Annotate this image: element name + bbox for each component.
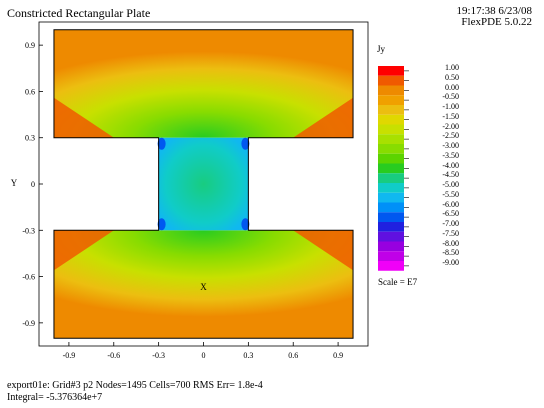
legend-swatch	[378, 261, 404, 271]
singularity-spot	[241, 218, 250, 231]
legend-level-label: -2.50	[442, 131, 459, 141]
legend-swatch	[378, 183, 404, 193]
legend-level-label: -4.50	[442, 170, 459, 180]
legend-level-label: -9.00	[442, 258, 459, 267]
legend-swatch	[378, 105, 404, 115]
legend-swatch	[378, 251, 404, 261]
plot-title: Constricted Rectangular Plate	[7, 6, 151, 20]
singularity-spot	[157, 218, 166, 231]
y-tick-label: 0	[31, 180, 35, 189]
x-tick-label: -0.3	[152, 351, 165, 360]
legend-swatch	[378, 75, 404, 86]
legend-level-label: -7.50	[442, 228, 459, 238]
legend	[378, 66, 409, 271]
legend-level-label: 1.00	[445, 63, 459, 72]
legend-swatch	[378, 192, 404, 203]
x-tick-label: 0.9	[333, 351, 343, 360]
y-tick-label: 0.9	[25, 41, 35, 50]
corner-contour	[293, 97, 354, 138]
legend-level-label: -0.50	[442, 92, 459, 102]
legend-swatch	[378, 173, 404, 183]
legend-level-label: -5.00	[442, 180, 459, 189]
x-tick-label: 0	[202, 351, 206, 360]
legend-level-label: -2.00	[442, 121, 459, 131]
axes: -0.9 -0.6 -0.3 0 0.3 0.6 0.9 0.9 0.6 0.3 0 -0.3 -0.6…	[11, 21, 369, 360]
legend-swatch	[378, 231, 404, 242]
legend-level-label: -6.00	[442, 199, 459, 209]
legend-level-label: -6.50	[442, 209, 459, 219]
x-tick-label: -0.9	[63, 351, 76, 360]
y-tick-label: 0.6	[25, 87, 35, 96]
legend-level-label: -1.50	[442, 111, 459, 121]
legend-swatch	[378, 202, 404, 213]
stats-line: export01e: Grid#3 p2 Nodes=1495 Cells=70…	[7, 380, 263, 391]
legend-level-label: -7.00	[442, 219, 459, 228]
timestamp-block: 19:17:38 6/23/08 FlexPDE 5.0.22	[457, 6, 532, 28]
bottom-region	[53, 230, 354, 339]
legend-title: Jy	[377, 44, 386, 54]
legend-swatch	[378, 163, 404, 174]
legend-swatch	[378, 222, 404, 232]
legend-level-label: -3.00	[442, 141, 459, 150]
legend-swatch	[378, 153, 404, 164]
legend-swatch	[378, 144, 404, 154]
legend-swatch	[378, 241, 404, 252]
legend-swatch	[378, 114, 404, 125]
x-axis-label: X	[200, 282, 207, 292]
legend-swatch	[378, 95, 404, 105]
corner-contour	[293, 230, 354, 271]
legend-level-label: -5.50	[442, 189, 459, 199]
y-tick-label: 0.3	[25, 134, 35, 143]
timestamp: 19:17:38 6/23/08	[456, 5, 532, 17]
legend-level-label: -8.50	[442, 248, 459, 258]
legend-level-label: -3.50	[442, 150, 459, 160]
domain-boundary	[53, 29, 354, 339]
scale-label: Scale = E7	[378, 277, 418, 287]
x-tick-label: -0.6	[107, 351, 120, 360]
legend-swatch	[378, 85, 404, 96]
plot-area	[53, 29, 354, 339]
legend-level-label: -4.00	[442, 160, 459, 170]
legend-swatch	[378, 212, 404, 222]
y-axis-label: Y	[11, 178, 18, 188]
singularity-spot	[157, 137, 166, 150]
integral-line: Integral= -5.376364e+7	[7, 392, 103, 403]
legend-level-label: 0.00	[445, 82, 459, 92]
legend-swatch	[378, 124, 404, 135]
corner-contour	[53, 97, 114, 138]
software-version: FlexPDE 5.0.22	[461, 16, 532, 28]
corner-contour	[53, 230, 114, 271]
legend-level-label: 0.50	[445, 72, 459, 82]
legend-swatch	[378, 66, 404, 76]
y-tick-label: -0.9	[22, 319, 35, 328]
legend-swatch	[378, 134, 404, 144]
x-tick-label: 0.3	[243, 351, 253, 360]
x-tick-label: 0.6	[288, 351, 298, 360]
singularity-spot	[241, 137, 250, 150]
legend-level-label: -1.00	[442, 102, 459, 111]
top-region	[53, 29, 354, 138]
y-tick-label: -0.3	[22, 226, 35, 235]
neck-region	[158, 137, 249, 231]
y-tick-label: -0.6	[22, 273, 35, 282]
legend-level-label: -8.00	[442, 238, 459, 248]
